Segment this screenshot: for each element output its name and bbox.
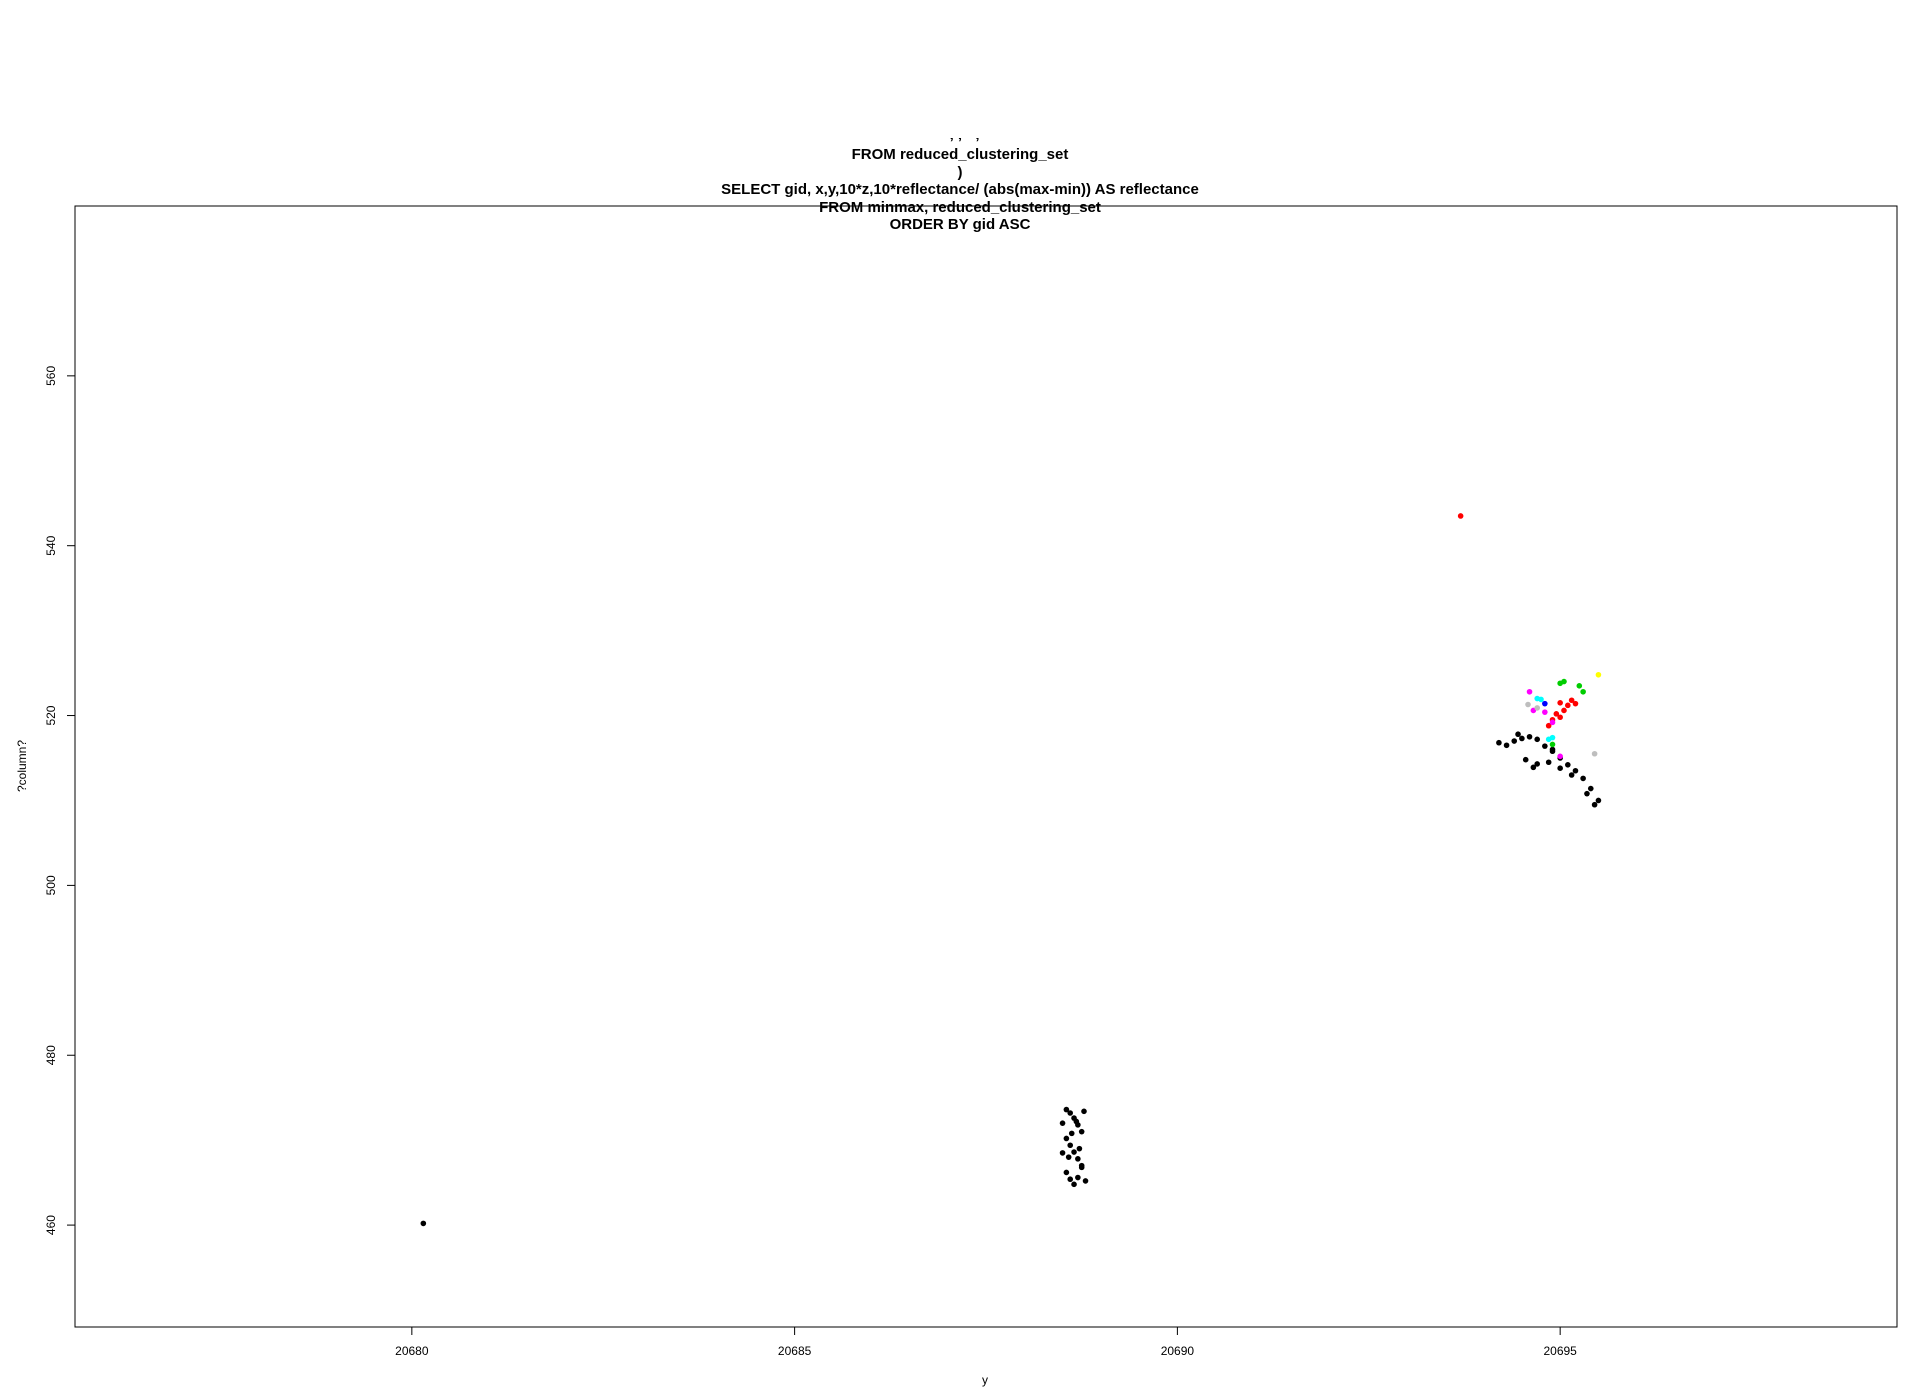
data-point-1-6	[1553, 711, 1560, 717]
data-point-3-0	[1542, 700, 1548, 707]
data-point-1-3	[1572, 700, 1579, 707]
data-point-1-5	[1561, 707, 1567, 714]
x-tick-label-1: 20685	[778, 1344, 812, 1358]
data-point-0-44	[1496, 739, 1502, 746]
data-point-5-0	[1526, 688, 1533, 695]
y-tick-label-5: 560	[44, 366, 58, 386]
data-point-0-38	[1584, 790, 1590, 797]
data-point-5-2	[1542, 709, 1548, 715]
data-point-0-9	[1075, 1156, 1081, 1162]
data-point-0-23	[1082, 1178, 1089, 1184]
data-point-0-17	[1068, 1130, 1075, 1137]
data-point-7-1	[1525, 701, 1531, 708]
data-point-1-2	[1565, 702, 1571, 709]
data-point-2-1	[1561, 678, 1567, 685]
data-point-0-32	[1565, 762, 1571, 768]
data-point-0-43	[1530, 764, 1537, 771]
x-tick-label-2: 20690	[1161, 1344, 1195, 1358]
data-point-7-0	[1591, 750, 1598, 757]
data-point-0-21	[1059, 1150, 1066, 1156]
data-point-0-1	[1063, 1106, 1070, 1113]
data-point-0-39	[1522, 756, 1529, 763]
y-tick-label-0: 460	[44, 1215, 58, 1235]
data-point-0-6	[1063, 1135, 1070, 1142]
y-tick-label-2: 500	[44, 875, 58, 895]
x-axis-label: y	[982, 1373, 988, 1387]
data-point-1-0	[1457, 513, 1464, 519]
data-point-1-1	[1557, 700, 1563, 706]
data-point-5-4	[1557, 753, 1563, 760]
data-point-0-25	[1511, 738, 1518, 744]
title-line-2: )	[957, 163, 963, 181]
data-point-0-5	[1078, 1128, 1085, 1135]
title-line-3: SELECT gid, x,y,10*z,10*reflectance/ (ab…	[721, 181, 1199, 198]
data-point-6-0	[1595, 671, 1602, 678]
data-point-0-33	[1572, 767, 1579, 774]
x-tick-label-3: 20695	[1543, 1344, 1577, 1358]
data-point-0-14	[1075, 1174, 1081, 1181]
y-tick-label-4: 540	[44, 535, 58, 555]
data-point-0-2	[1067, 1110, 1074, 1116]
y-tick-label-3: 520	[44, 705, 58, 725]
data-point-5-3	[1549, 719, 1556, 726]
data-point-0-0	[420, 1220, 427, 1227]
data-point-0-28	[1534, 736, 1540, 743]
data-point-1-9	[1545, 722, 1552, 729]
plot-frame	[74, 205, 1898, 1328]
data-point-0-13	[1071, 1181, 1077, 1188]
x-tick-label-0: 20680	[395, 1344, 429, 1358]
data-point-0-19	[1076, 1145, 1083, 1152]
data-point-2-4	[1549, 741, 1556, 748]
data-point-4-1	[1538, 696, 1544, 703]
data-point-0-47	[1568, 772, 1575, 778]
data-point-0-20	[1059, 1120, 1066, 1126]
data-point-1-4	[1568, 697, 1575, 704]
title-line-1: FROM reduced_clustering_set	[851, 146, 1069, 163]
data-point-2-2	[1576, 683, 1583, 689]
title-line-5: ORDER BY gid ASC	[889, 216, 1031, 233]
data-point-0-11	[1063, 1169, 1070, 1176]
data-point-2-3	[1580, 688, 1586, 695]
data-point-0-22	[1081, 1108, 1087, 1115]
data-point-0-40	[1534, 761, 1540, 767]
data-point-0-12	[1067, 1176, 1074, 1183]
data-point-0-36	[1595, 797, 1602, 804]
y-axis-label: ?column?	[15, 739, 29, 793]
data-point-0-15	[1078, 1164, 1085, 1171]
data-point-0-29	[1542, 743, 1548, 749]
data-point-0-8	[1071, 1149, 1077, 1155]
title-line-0-clipped: ` , , ` ,	[0, 138, 1920, 146]
data-point-7-2	[1534, 705, 1540, 711]
data-point-0-18	[1073, 1118, 1080, 1125]
data-point-0-16	[1065, 1154, 1072, 1160]
data-point-0-26	[1519, 735, 1525, 742]
data-point-0-7	[1067, 1142, 1074, 1149]
data-point-0-24	[1503, 742, 1510, 749]
data-point-0-37	[1591, 801, 1598, 808]
data-point-0-41	[1545, 759, 1552, 766]
data-point-0-42	[1557, 765, 1563, 771]
data-point-0-27	[1526, 733, 1533, 740]
data-point-0-34	[1580, 775, 1586, 782]
title-line-4: FROM minmax, reduced_clustering_set	[819, 198, 1101, 216]
chart-title: ` , , ` , FROM reduced_clustering_set ) …	[0, 138, 1920, 234]
data-point-0-46	[1549, 746, 1556, 753]
data-point-0-35	[1587, 785, 1594, 792]
data-point-0-45	[1515, 731, 1521, 738]
data-point-4-3	[1545, 736, 1552, 743]
y-tick-label-1: 480	[44, 1045, 58, 1065]
data-point-1-8	[1557, 714, 1563, 721]
